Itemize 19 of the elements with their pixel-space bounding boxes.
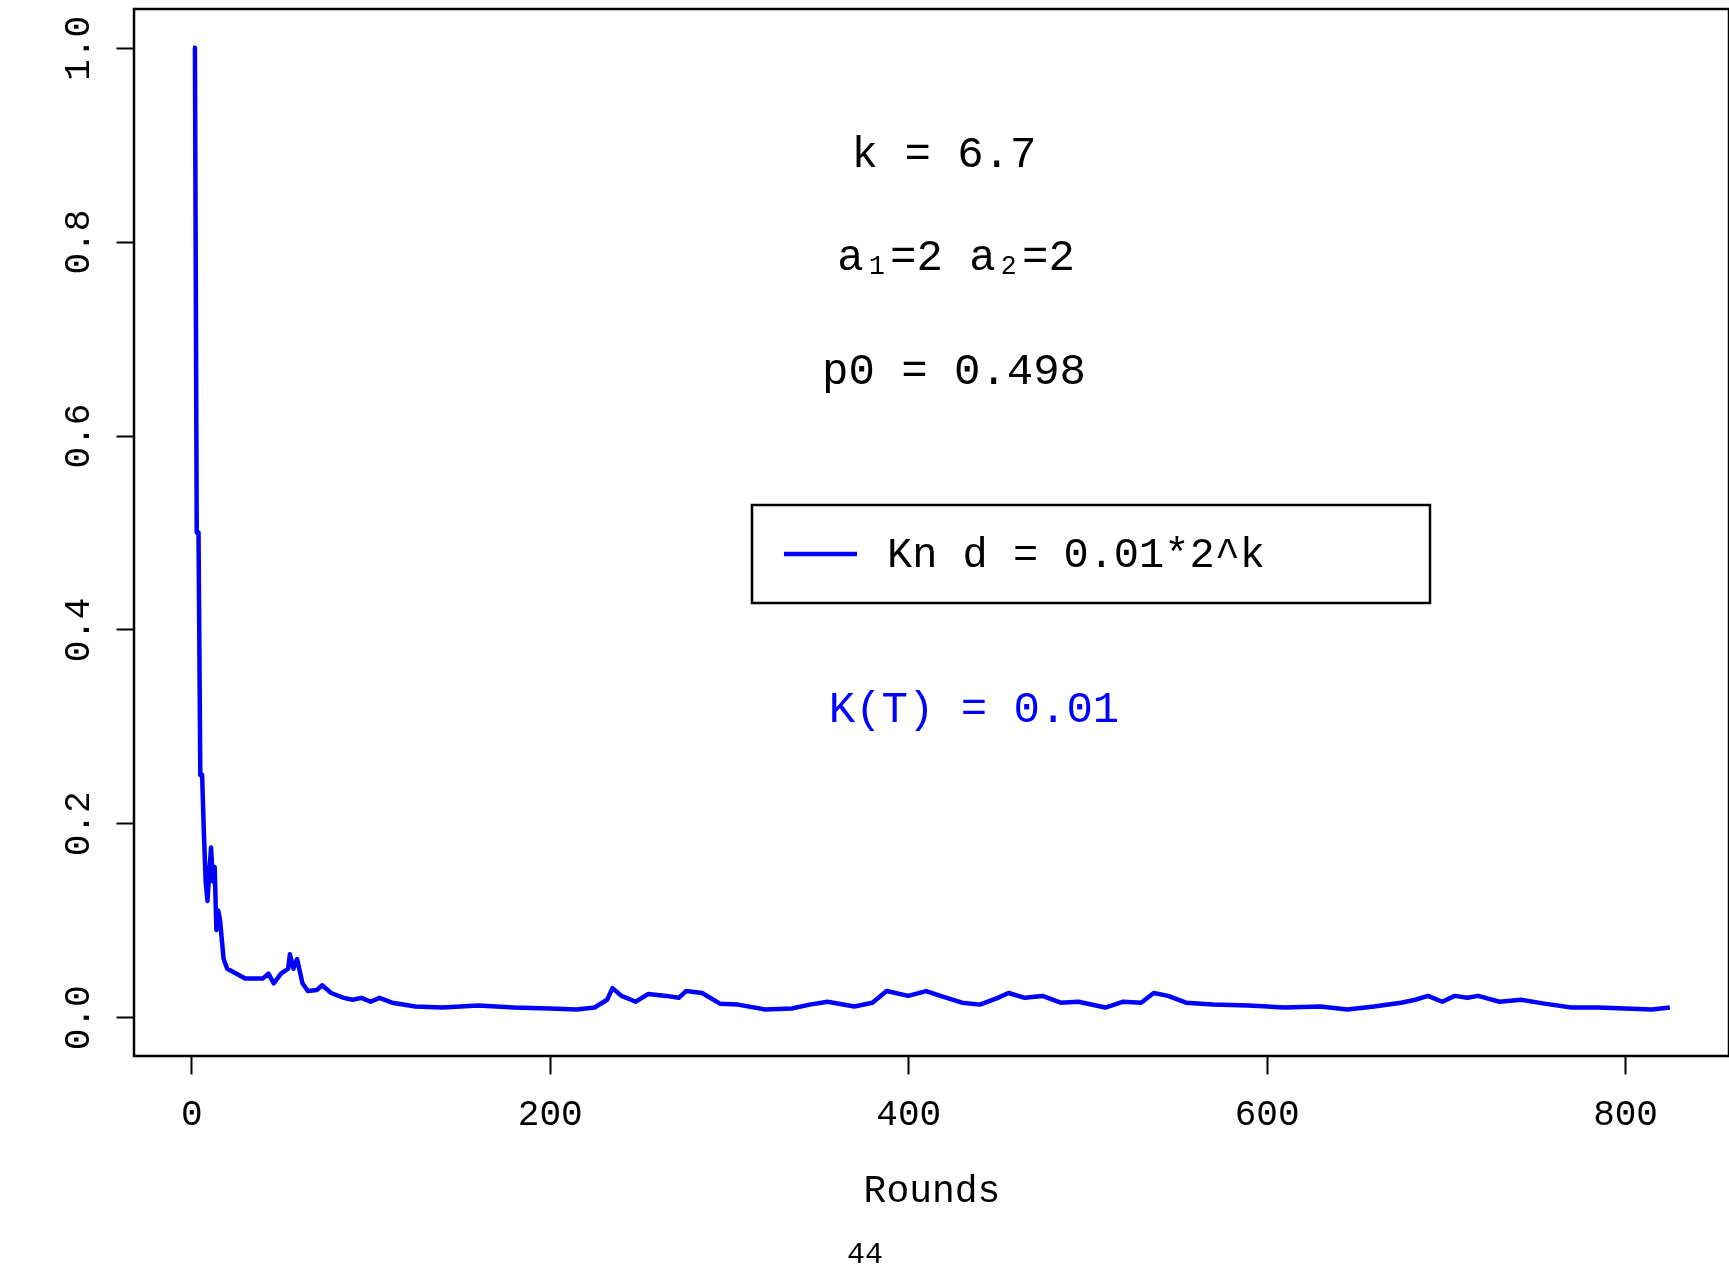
- x-tick-label: 600: [1234, 1094, 1300, 1136]
- y-tick-label: 0.8: [58, 209, 100, 275]
- legend-label: Kn d = 0.01*2^k: [887, 532, 1266, 580]
- x-tick-label: 200: [517, 1094, 583, 1136]
- x-tick-label: 400: [876, 1094, 942, 1136]
- line-series: [190, 45, 1673, 1012]
- annotation: p0 = 0.498: [821, 347, 1087, 397]
- annotation: k = 6.7: [851, 130, 1037, 180]
- y-tick-label: 1.0: [58, 15, 100, 81]
- annotation: K(T) = 0.01: [828, 685, 1120, 735]
- y-tick-label: 0.4: [58, 597, 100, 663]
- y-tick-label: 0.6: [58, 403, 100, 469]
- y-tick-label: 0.0: [58, 985, 100, 1051]
- text: 44: [846, 1238, 884, 1272]
- x-axis-title: Rounds: [863, 1169, 1001, 1213]
- annotation: a₁=2 a₂=2: [837, 233, 1075, 283]
- y-tick-label: 0.2: [58, 791, 100, 857]
- x-tick-label: 0: [181, 1094, 203, 1136]
- x-tick-label: 800: [1593, 1094, 1658, 1136]
